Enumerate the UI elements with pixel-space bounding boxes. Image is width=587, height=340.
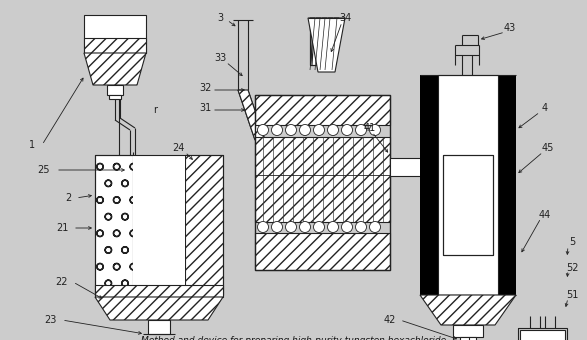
Text: 42: 42	[384, 315, 396, 325]
Text: 52: 52	[566, 263, 578, 273]
Circle shape	[285, 221, 296, 233]
Circle shape	[356, 124, 366, 136]
Text: 33: 33	[214, 53, 226, 63]
Text: 22: 22	[56, 277, 68, 287]
Bar	[255, 233, 390, 270]
Circle shape	[285, 124, 296, 136]
Bar	[185, 155, 223, 295]
Bar	[438, 75, 498, 295]
Bar	[518, 328, 567, 340]
Text: 43: 43	[504, 23, 516, 33]
Polygon shape	[308, 18, 345, 72]
Text: 34: 34	[339, 13, 351, 23]
Text: 51: 51	[566, 290, 578, 300]
Polygon shape	[328, 18, 333, 65]
Polygon shape	[310, 18, 315, 65]
Polygon shape	[322, 18, 327, 65]
Circle shape	[272, 124, 282, 136]
Bar	[460, 337, 476, 340]
Circle shape	[313, 221, 325, 233]
Circle shape	[313, 124, 325, 136]
Bar	[107, 85, 123, 95]
Circle shape	[299, 124, 311, 136]
Bar	[498, 75, 516, 295]
Polygon shape	[316, 18, 321, 65]
Polygon shape	[420, 295, 516, 325]
Bar	[84, 38, 146, 53]
Circle shape	[356, 221, 366, 233]
Bar	[95, 155, 223, 295]
Circle shape	[258, 124, 268, 136]
Bar	[95, 285, 223, 297]
Bar	[95, 155, 133, 295]
Polygon shape	[310, 20, 318, 65]
Text: 3: 3	[217, 13, 223, 23]
Circle shape	[328, 124, 339, 136]
Circle shape	[342, 221, 353, 233]
Text: 45: 45	[542, 143, 554, 153]
Bar	[148, 320, 170, 334]
Text: 32: 32	[199, 83, 211, 93]
Text: 21: 21	[56, 223, 68, 233]
Bar	[84, 15, 146, 53]
Bar	[133, 155, 185, 295]
Bar	[520, 330, 565, 340]
Bar	[109, 95, 121, 99]
Text: 24: 24	[172, 143, 184, 153]
Text: 31: 31	[199, 103, 211, 113]
Circle shape	[369, 124, 380, 136]
Text: 2: 2	[65, 193, 71, 203]
Polygon shape	[84, 53, 146, 85]
Circle shape	[299, 221, 311, 233]
Circle shape	[258, 221, 268, 233]
Bar	[255, 137, 390, 222]
Polygon shape	[95, 297, 223, 320]
Polygon shape	[238, 90, 265, 140]
Text: 5: 5	[569, 237, 575, 247]
Bar	[443, 155, 493, 255]
Text: 41: 41	[364, 123, 376, 133]
Bar	[255, 95, 390, 270]
Text: 4: 4	[542, 103, 548, 113]
Text: 23: 23	[44, 315, 56, 325]
Text: Method and device for preparing high-purity tungsten hexachloride: Method and device for preparing high-pur…	[141, 336, 446, 340]
Text: 44: 44	[539, 210, 551, 220]
Text: 25: 25	[38, 165, 50, 175]
Bar	[453, 325, 483, 337]
Circle shape	[342, 124, 353, 136]
Circle shape	[328, 221, 339, 233]
Bar	[420, 75, 438, 295]
Bar	[390, 158, 425, 176]
Circle shape	[369, 221, 380, 233]
Polygon shape	[334, 18, 339, 65]
Bar	[255, 95, 390, 125]
Text: 1: 1	[29, 140, 35, 150]
Text: r: r	[153, 105, 157, 115]
Circle shape	[272, 221, 282, 233]
